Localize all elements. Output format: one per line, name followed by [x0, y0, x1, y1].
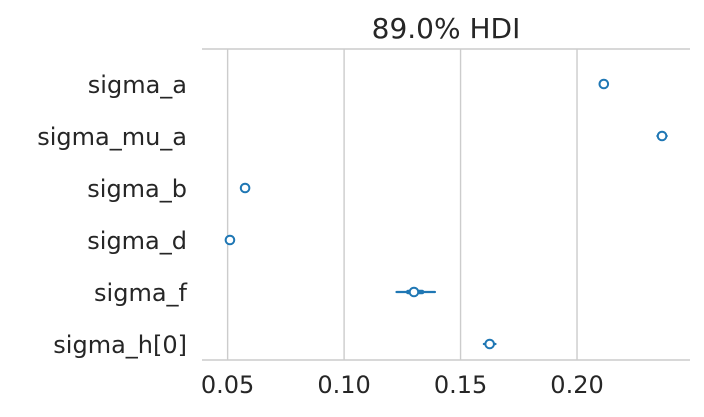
y-label-0: sigma_a [88, 71, 187, 99]
median-point-5 [484, 338, 495, 350]
x-tick-label-0: 0.05 [201, 371, 254, 399]
y-label-3: sigma_d [87, 227, 187, 255]
y-label-2: sigma_b [87, 175, 187, 203]
chart-title: 89.0% HDI [372, 12, 521, 45]
x-tick-label-1: 0.10 [317, 371, 370, 399]
median-point-1 [656, 130, 668, 142]
x-tick-labels: 0.05 0.10 0.15 0.20 [201, 371, 604, 399]
median-point-2 [239, 182, 251, 194]
grid-lines [226, 49, 578, 360]
hdi-marks [224, 78, 668, 350]
y-label-1: sigma_mu_a [37, 123, 187, 151]
median-point-4 [408, 286, 420, 298]
median-point-0 [598, 78, 610, 90]
y-tick-labels: sigma_a sigma_mu_a sigma_b sigma_d sigma_fsi… [37, 71, 187, 359]
x-tick-label-2: 0.15 [434, 371, 487, 399]
y-label-5: sigma_h[0] [53, 331, 187, 359]
x-tick-label-3: 0.20 [550, 371, 603, 399]
y-label-4: sigma_f [94, 279, 187, 307]
median-point-3 [224, 234, 236, 246]
